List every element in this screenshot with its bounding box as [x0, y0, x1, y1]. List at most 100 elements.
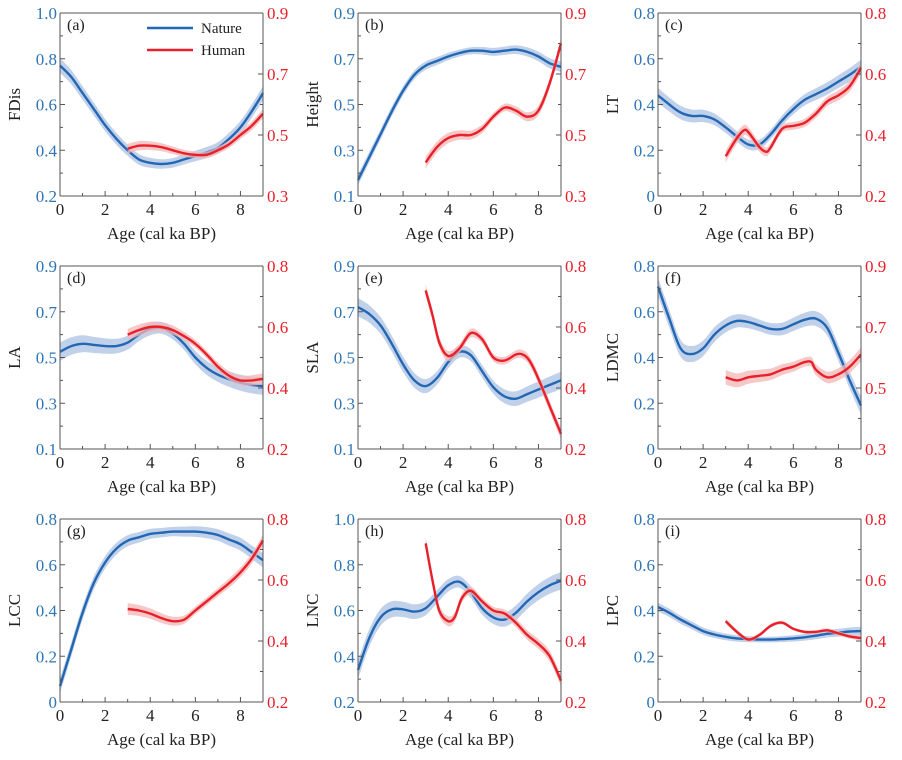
right-tick-label: 0.3	[267, 187, 288, 206]
x-tick-label: 0	[56, 706, 65, 725]
y-axis-label: LDMC	[603, 333, 622, 382]
nature-confidence-band	[658, 277, 861, 415]
left-tick-label: 0.7	[334, 50, 356, 69]
panel-b: 0 2 4 6 8 Age (cal ka BP) 0.1 0.3 0.5 0.7 0.9 0.3 0.…	[303, 4, 587, 243]
panel-f: 0 2 4 6 8 Age (cal ka BP) 0 0.2 0.4 0.6 0.8 0.3 0.5 0…	[603, 257, 887, 496]
x-tick-label: 4	[744, 200, 753, 219]
human-series-line	[127, 325, 264, 382]
left-tick-label: 0.6	[36, 556, 57, 575]
human-series-line	[424, 43, 563, 164]
right-tick-label: 0.6	[865, 571, 886, 590]
left-tick-label: 0.5	[36, 349, 57, 368]
y-axis-label: Height	[303, 81, 322, 128]
left-tick-label: 0.9	[334, 257, 355, 276]
left-tick-label: 0.1	[36, 440, 57, 459]
panel-label: (c)	[665, 17, 683, 34]
nature-series-line	[656, 286, 863, 406]
x-tick-label: 0	[354, 453, 363, 472]
nature-series-line	[356, 579, 562, 671]
x-tick-label: 4	[444, 706, 453, 725]
left-tick-label: 0.4	[634, 349, 656, 368]
y-axis-label: LT	[603, 94, 622, 114]
x-tick-label: 4	[444, 200, 453, 219]
nature-series-line	[59, 64, 265, 166]
right-tick-label: 0.6	[267, 318, 288, 337]
panel-g: 0 2 4 6 8 Age (cal ka BP) 0 0.2 0.4 0.6 0.8 0.2 0.4 0…	[5, 510, 289, 749]
left-tick-label: 0.6	[334, 602, 355, 621]
x-tick-label: 4	[146, 706, 155, 725]
left-tick-label: 0.2	[634, 394, 655, 413]
left-tick-label: 0.1	[334, 440, 355, 459]
panel-label: (e)	[365, 270, 383, 287]
left-tick-label: 0	[647, 693, 656, 712]
right-tick-label: 0.6	[565, 571, 586, 590]
x-tick-label: 0	[654, 200, 663, 219]
right-tick-label: 0.8	[865, 510, 886, 529]
y-axis-label: LA	[5, 345, 24, 368]
x-tick-label: 4	[444, 453, 453, 472]
right-tick-label: 0.4	[565, 379, 587, 398]
panel-label: (h)	[365, 523, 384, 540]
x-tick-label: 2	[101, 453, 110, 472]
x-tick-label: 2	[399, 453, 408, 472]
human-series-line	[724, 67, 863, 157]
panel-h: 0 2 4 6 8 Age (cal ka BP) 0.2 0.4 0.6 0.8 1.0 0.2 0.…	[303, 510, 587, 749]
nature-series-line	[58, 530, 264, 687]
x-tick-label: 2	[699, 706, 708, 725]
right-tick-label: 0.8	[565, 257, 586, 276]
x-tick-label: 6	[191, 200, 200, 219]
x-tick-label: 8	[236, 200, 245, 219]
x-axis-label: Age (cal ka BP)	[705, 224, 814, 243]
human-series-line	[424, 290, 563, 435]
left-tick-label: 0.4	[36, 602, 58, 621]
x-tick-label: 2	[699, 453, 708, 472]
x-tick-label: 8	[834, 453, 843, 472]
x-tick-label: 2	[101, 706, 110, 725]
x-tick-label: 6	[489, 200, 498, 219]
x-tick-label: 8	[534, 200, 543, 219]
left-tick-label: 0	[647, 187, 656, 206]
y-axis-label: LPC	[603, 595, 622, 626]
left-tick-label: 0.6	[634, 556, 655, 575]
human-confidence-band	[127, 534, 263, 626]
right-tick-label: 0.2	[565, 693, 586, 712]
panel-label: (d)	[67, 270, 86, 287]
x-tick-label: 6	[489, 453, 498, 472]
nature-confidence-band	[60, 526, 263, 694]
left-tick-label: 0.3	[36, 394, 57, 413]
x-tick-label: 0	[354, 706, 363, 725]
left-tick-label: 0.6	[634, 50, 655, 69]
right-tick-label: 0.3	[565, 187, 586, 206]
left-tick-label: 0.8	[334, 556, 355, 575]
x-tick-label: 6	[789, 200, 798, 219]
right-tick-label: 0.6	[267, 571, 288, 590]
right-tick-label: 0.4	[267, 632, 289, 651]
human-series-line	[127, 112, 264, 157]
left-tick-label: 0.8	[36, 50, 57, 69]
x-tick-label: 0	[354, 200, 363, 219]
right-tick-label: 0.8	[267, 257, 288, 276]
x-axis-label: Age (cal ka BP)	[705, 730, 814, 749]
x-tick-label: 0	[56, 200, 65, 219]
x-tick-label: 2	[699, 200, 708, 219]
x-tick-label: 4	[744, 706, 753, 725]
x-axis-label: Age (cal ka BP)	[705, 477, 814, 496]
x-axis-label: Age (cal ka BP)	[405, 477, 514, 496]
panel-a: 0 2 4 6 8 Age (cal ka BP) 0.2 0.4 0.6 0.8 1.0 0.3 0.…	[5, 4, 289, 243]
panel-c: 0 2 4 6 8 Age (cal ka BP) 0 0.2 0.4 0.6 0.8 0.2 0.4 0…	[603, 4, 887, 243]
panel-e: 0 2 4 6 8 Age (cal ka BP) 0.1 0.3 0.5 0.7 0.9 0.2 0.…	[303, 257, 587, 496]
left-tick-label: 0.1	[334, 187, 355, 206]
left-tick-label: 0.2	[36, 187, 57, 206]
nature-confidence-band	[60, 58, 263, 169]
nature-series-line	[356, 48, 562, 181]
legend-human-label: Human	[201, 43, 246, 59]
x-tick-label: 4	[146, 453, 155, 472]
right-tick-label: 0.5	[267, 126, 288, 145]
left-tick-label: 0	[49, 693, 58, 712]
x-tick-label: 8	[834, 200, 843, 219]
left-tick-label: 0.6	[36, 96, 57, 115]
right-tick-label: 0.6	[565, 318, 586, 337]
left-tick-label: 0.8	[634, 510, 655, 529]
x-tick-label: 4	[146, 200, 155, 219]
x-tick-label: 6	[789, 706, 798, 725]
